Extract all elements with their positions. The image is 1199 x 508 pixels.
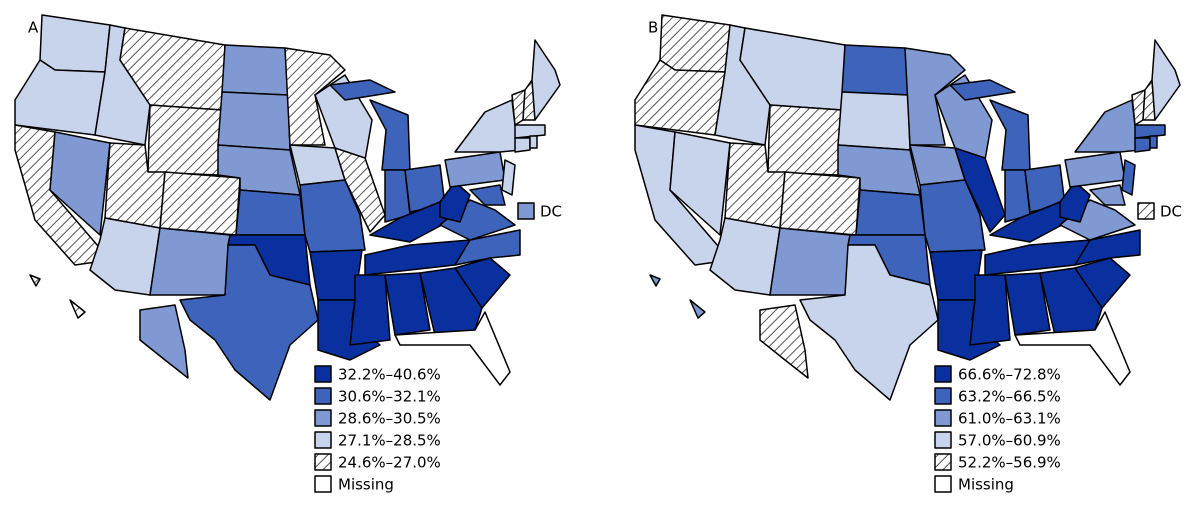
legend-swatch bbox=[934, 431, 952, 449]
state bbox=[39, 14, 111, 73]
state bbox=[759, 304, 809, 379]
state bbox=[969, 274, 1011, 346]
state bbox=[529, 135, 538, 149]
legend-label: 28.6%–30.5% bbox=[338, 410, 441, 428]
state bbox=[799, 244, 939, 401]
state bbox=[235, 189, 306, 236]
state bbox=[514, 124, 546, 139]
state bbox=[767, 104, 843, 176]
state bbox=[369, 99, 411, 171]
panel-label: B bbox=[648, 19, 658, 37]
state bbox=[454, 257, 511, 309]
dc-label: DC bbox=[1160, 203, 1182, 221]
state bbox=[949, 79, 1016, 101]
state bbox=[419, 267, 483, 336]
state bbox=[649, 274, 661, 287]
state bbox=[217, 91, 291, 151]
legend-swatch bbox=[934, 365, 952, 383]
state bbox=[669, 131, 731, 236]
legend-label: Missing bbox=[338, 476, 394, 494]
state bbox=[514, 137, 531, 153]
dc-label: DC bbox=[540, 203, 562, 221]
state bbox=[1074, 257, 1131, 309]
state bbox=[1004, 272, 1051, 336]
state bbox=[139, 304, 189, 379]
state bbox=[1074, 229, 1141, 266]
state bbox=[179, 244, 319, 401]
legend-swatch bbox=[314, 409, 332, 427]
legend-swatch bbox=[934, 453, 952, 471]
state bbox=[454, 99, 521, 153]
state bbox=[1121, 159, 1136, 196]
state bbox=[29, 274, 41, 287]
state bbox=[334, 147, 386, 233]
legend-label: 30.6%–32.1% bbox=[338, 388, 441, 406]
state bbox=[444, 151, 506, 188]
state bbox=[929, 249, 983, 301]
state bbox=[531, 39, 561, 121]
legend-label: 57.0%–60.9% bbox=[958, 432, 1061, 450]
state bbox=[329, 79, 396, 101]
legend-label: 24.6%–27.0% bbox=[338, 454, 441, 472]
legend-swatch bbox=[934, 387, 952, 405]
state bbox=[454, 229, 521, 266]
state bbox=[659, 14, 731, 73]
state bbox=[501, 159, 516, 196]
state bbox=[147, 104, 223, 176]
state bbox=[1089, 184, 1126, 206]
state bbox=[1151, 39, 1181, 121]
state bbox=[49, 131, 111, 236]
legend-swatch bbox=[934, 475, 952, 493]
dc-swatch bbox=[1137, 202, 1155, 220]
state bbox=[1039, 267, 1103, 336]
legend-label: 66.6%–72.8% bbox=[958, 366, 1061, 384]
state bbox=[1149, 135, 1158, 149]
legend-swatch bbox=[314, 475, 332, 493]
dc-swatch bbox=[517, 202, 535, 220]
legend-swatch bbox=[934, 409, 952, 427]
legend-label: 27.1%–28.5% bbox=[338, 432, 441, 450]
legend-swatch bbox=[314, 365, 332, 383]
state bbox=[1134, 124, 1166, 139]
state bbox=[69, 299, 86, 319]
state bbox=[779, 171, 861, 236]
state bbox=[221, 44, 289, 96]
state bbox=[1074, 99, 1141, 153]
state bbox=[394, 311, 511, 386]
state bbox=[769, 227, 851, 296]
state bbox=[634, 59, 726, 136]
state bbox=[1014, 311, 1131, 386]
state bbox=[1064, 151, 1126, 188]
state bbox=[469, 184, 506, 206]
state bbox=[1134, 137, 1151, 153]
legend-label: 32.2%–40.6% bbox=[338, 366, 441, 384]
legend-label: 52.2%–56.9% bbox=[958, 454, 1061, 472]
legend-swatch bbox=[314, 453, 332, 471]
state bbox=[309, 249, 363, 301]
state bbox=[689, 299, 706, 319]
legend-swatch bbox=[314, 431, 332, 449]
legend-label: 61.0%–63.1% bbox=[958, 410, 1061, 428]
state bbox=[841, 44, 909, 96]
map-panel: A DC 32.2%–40.6% 30.6%–32.1% 28.6%–30.5% 27.1… bbox=[14, 14, 562, 494]
map-panel: B DC 66.6%–72.8% 63.2%–66.5% 61.0%–63.1% 57.0… bbox=[634, 14, 1182, 494]
state bbox=[384, 272, 431, 336]
legend-label: Missing bbox=[958, 476, 1014, 494]
panel-label: A bbox=[28, 19, 39, 37]
legend-swatch bbox=[314, 387, 332, 405]
state bbox=[149, 227, 231, 296]
state bbox=[14, 59, 106, 136]
state bbox=[989, 99, 1031, 171]
state bbox=[954, 147, 1006, 233]
legend-label: 63.2%–66.5% bbox=[958, 388, 1061, 406]
state bbox=[837, 91, 911, 151]
state bbox=[855, 189, 926, 236]
state bbox=[159, 171, 241, 236]
state bbox=[349, 274, 391, 346]
